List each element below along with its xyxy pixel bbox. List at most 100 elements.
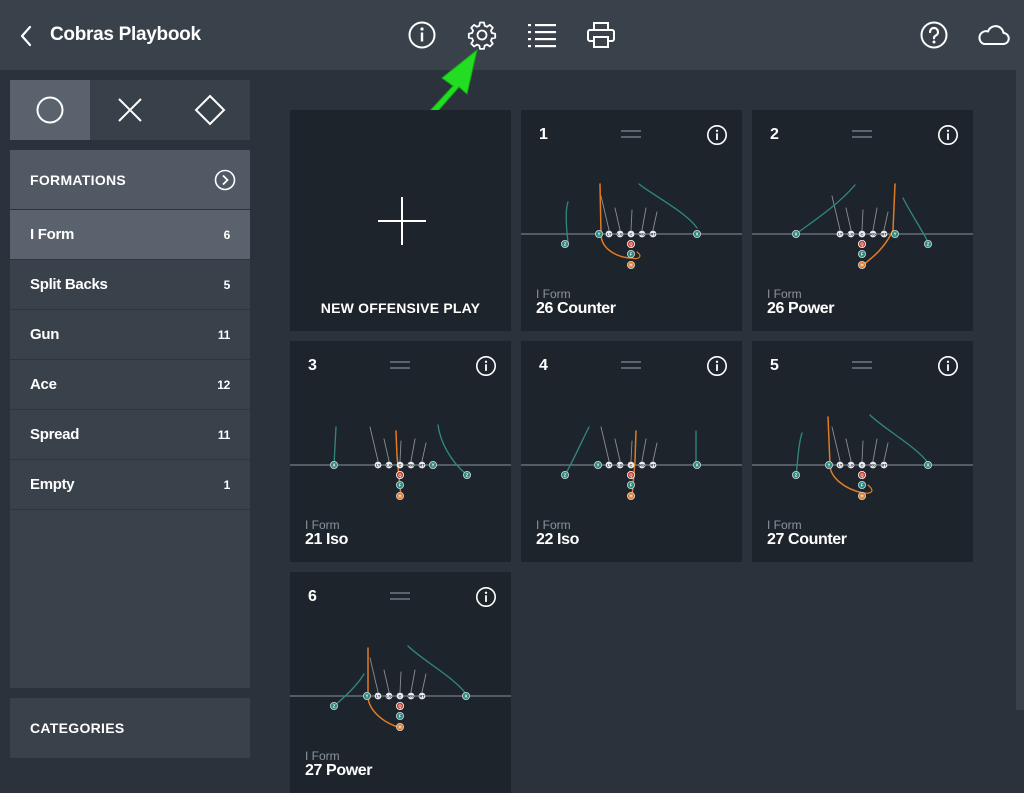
x-icon xyxy=(118,98,142,122)
play-formation: I Form xyxy=(536,518,571,532)
svg-text:LG: LG xyxy=(617,232,623,237)
play-name: 26 Counter xyxy=(536,300,616,317)
info-icon[interactable] xyxy=(706,124,728,146)
formation-name: Split Backs xyxy=(30,276,108,293)
top-bar: Cobras Playbook xyxy=(0,0,1024,70)
help-button[interactable] xyxy=(917,18,951,52)
svg-text:F: F xyxy=(399,483,402,488)
play-diagram: LT LG C RG RT Y X Z QF H xyxy=(290,424,511,501)
formation-name: Gun xyxy=(30,326,60,343)
play-number: 1 xyxy=(539,126,548,143)
svg-text:RG: RG xyxy=(408,694,414,699)
svg-text:LG: LG xyxy=(386,463,392,468)
info-icon[interactable] xyxy=(937,124,959,146)
svg-text:RT: RT xyxy=(650,232,656,237)
svg-text:X: X xyxy=(696,232,699,237)
settings-button[interactable] xyxy=(465,18,499,52)
svg-text:Y: Y xyxy=(597,463,600,468)
svg-text:H: H xyxy=(398,494,401,499)
play-name: 27 Counter xyxy=(767,531,847,548)
svg-text:RT: RT xyxy=(881,232,887,237)
svg-text:X: X xyxy=(696,463,699,468)
svg-text:X: X xyxy=(333,463,336,468)
circle-shape-button[interactable] xyxy=(10,80,90,140)
drag-handle-icon[interactable] xyxy=(852,130,872,138)
svg-text:Z: Z xyxy=(333,704,336,709)
play-number: 6 xyxy=(308,588,317,605)
list-icon xyxy=(528,24,556,48)
formation-name: Empty xyxy=(30,476,75,493)
play-card[interactable]: 1 LT LG C RG RT Y X Z Q F H I Form 26 Counter xyxy=(521,110,742,331)
svg-text:LG: LG xyxy=(848,232,854,237)
formation-item-spread[interactable]: Spread 11 xyxy=(10,410,250,460)
play-card[interactable]: 4 LT LG C RG RT Y X Z Q F H I Form 22 Iso xyxy=(521,341,742,562)
diamond-icon xyxy=(194,94,226,126)
circle-icon xyxy=(36,96,64,124)
drag-handle-icon[interactable] xyxy=(621,361,641,369)
svg-text:LT: LT xyxy=(607,463,612,468)
drag-handle-icon[interactable] xyxy=(390,361,410,369)
diamond-shape-button[interactable] xyxy=(170,80,250,140)
svg-text:C: C xyxy=(399,463,402,468)
formation-item-empty[interactable]: Empty 1 xyxy=(10,460,250,510)
svg-text:LT: LT xyxy=(838,463,843,468)
x-shape-button[interactable] xyxy=(90,80,170,140)
info-icon[interactable] xyxy=(475,586,497,608)
svg-text:Y: Y xyxy=(598,232,601,237)
categories-header[interactable]: CATEGORIES xyxy=(10,698,250,758)
back-button[interactable] xyxy=(14,22,38,50)
play-card[interactable]: 5 LT LG C RG RT Y X Z Q F H I Form 27 Counter xyxy=(752,341,973,562)
svg-text:RT: RT xyxy=(419,463,425,468)
svg-text:LT: LT xyxy=(376,463,381,468)
formation-item-gun[interactable]: Gun 11 xyxy=(10,310,250,360)
drag-handle-icon[interactable] xyxy=(390,592,410,600)
svg-text:X: X xyxy=(795,232,798,237)
play-card[interactable]: 3 LT LG C RG RT Y X Z Q F H I Form 21 Iso xyxy=(290,341,511,562)
svg-text:X: X xyxy=(927,463,930,468)
svg-text:RT: RT xyxy=(650,463,656,468)
svg-text:C: C xyxy=(630,232,633,237)
formation-item-ace[interactable]: Ace 12 xyxy=(10,360,250,410)
drag-handle-icon[interactable] xyxy=(621,130,641,138)
svg-text:LG: LG xyxy=(386,694,392,699)
chevron-left-icon xyxy=(20,25,32,47)
formation-item-split-backs[interactable]: Split Backs 5 xyxy=(10,260,250,310)
plus-icon xyxy=(378,197,426,245)
new-offensive-play-card[interactable]: NEW OFFENSIVE PLAY xyxy=(290,110,511,331)
svg-text:Y: Y xyxy=(828,463,831,468)
play-number: 5 xyxy=(770,357,779,374)
help-icon xyxy=(920,21,948,49)
svg-text:F: F xyxy=(630,483,633,488)
svg-text:LT: LT xyxy=(838,232,843,237)
svg-text:LT: LT xyxy=(376,694,381,699)
cloud-sync-button[interactable] xyxy=(976,18,1010,52)
svg-text:F: F xyxy=(861,483,864,488)
print-button[interactable] xyxy=(584,18,618,52)
list-button[interactable] xyxy=(525,18,559,52)
info-button[interactable] xyxy=(405,18,439,52)
svg-text:X: X xyxy=(465,694,468,699)
play-name: 22 Iso xyxy=(536,531,579,548)
play-name: 21 Iso xyxy=(305,531,348,548)
info-icon[interactable] xyxy=(475,355,497,377)
info-icon[interactable] xyxy=(937,355,959,377)
drag-handle-icon[interactable] xyxy=(852,361,872,369)
play-number: 4 xyxy=(539,357,548,374)
formation-item-i-form[interactable]: I Form 6 xyxy=(10,210,250,260)
info-icon xyxy=(408,21,436,49)
svg-text:RG: RG xyxy=(639,232,645,237)
scrollbar[interactable] xyxy=(1016,70,1024,710)
info-icon[interactable] xyxy=(706,355,728,377)
svg-text:RG: RG xyxy=(639,463,645,468)
formation-name: Spread xyxy=(30,426,80,443)
svg-text:H: H xyxy=(629,494,632,499)
play-formation: I Form xyxy=(767,518,802,532)
svg-text:Y: Y xyxy=(432,463,435,468)
svg-text:Y: Y xyxy=(894,232,897,237)
play-card[interactable]: 6 LT LG C RG RT Y X Z Q F H I Form 27 Power xyxy=(290,572,511,793)
svg-text:RG: RG xyxy=(870,463,876,468)
categories-label: CATEGORIES xyxy=(30,720,125,736)
play-diagram: LT LG C RG RT Y X Z QF H xyxy=(521,426,742,501)
play-card[interactable]: 2 LT LG C RG RT Y X Z Q F H I Form 26 Power xyxy=(752,110,973,331)
formations-header[interactable]: FORMATIONS xyxy=(10,150,250,210)
